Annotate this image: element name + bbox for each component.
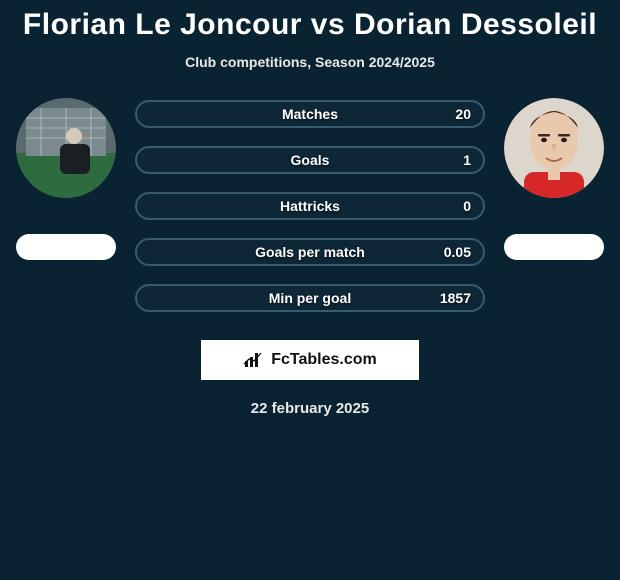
avatar-placeholder-icon <box>16 98 116 198</box>
page-title: Florian Le Joncour vs Dorian Dessoleil <box>0 8 620 42</box>
player-right-column <box>499 98 609 260</box>
comparison-card: Florian Le Joncour vs Dorian Dessoleil C… <box>0 0 620 417</box>
player-left-column <box>11 98 121 260</box>
avatar-placeholder-icon <box>504 98 604 198</box>
stat-value-right: 20 <box>455 106 471 122</box>
brand-text: FcTables.com <box>271 351 377 369</box>
player-left-badge <box>16 234 116 260</box>
stat-label: Goals <box>291 152 330 168</box>
stat-row-matches: Matches 20 <box>135 100 485 128</box>
player-right-badge <box>504 234 604 260</box>
stats-column: Matches 20 Goals 1 Hattricks 0 Goals per… <box>135 98 485 312</box>
stat-label: Goals per match <box>255 244 365 260</box>
player-right-avatar <box>504 98 604 198</box>
stat-value-right: 0.05 <box>444 244 471 260</box>
player-left-avatar <box>16 98 116 198</box>
stat-label: Min per goal <box>269 290 351 306</box>
main-row: Matches 20 Goals 1 Hattricks 0 Goals per… <box>0 98 620 312</box>
bar-chart-icon <box>243 351 265 369</box>
date: 22 february 2025 <box>0 400 620 417</box>
stat-value-right: 0 <box>463 198 471 214</box>
stat-row-min-per-goal: Min per goal 1857 <box>135 284 485 312</box>
stat-row-goals: Goals 1 <box>135 146 485 174</box>
stat-label: Hattricks <box>280 198 340 214</box>
stat-row-hattricks: Hattricks 0 <box>135 192 485 220</box>
stat-value-right: 1 <box>463 152 471 168</box>
stat-label: Matches <box>282 106 338 122</box>
subtitle: Club competitions, Season 2024/2025 <box>0 54 620 70</box>
stat-row-goals-per-match: Goals per match 0.05 <box>135 238 485 266</box>
stat-value-right: 1857 <box>440 290 471 306</box>
brand-box: FcTables.com <box>201 340 419 380</box>
